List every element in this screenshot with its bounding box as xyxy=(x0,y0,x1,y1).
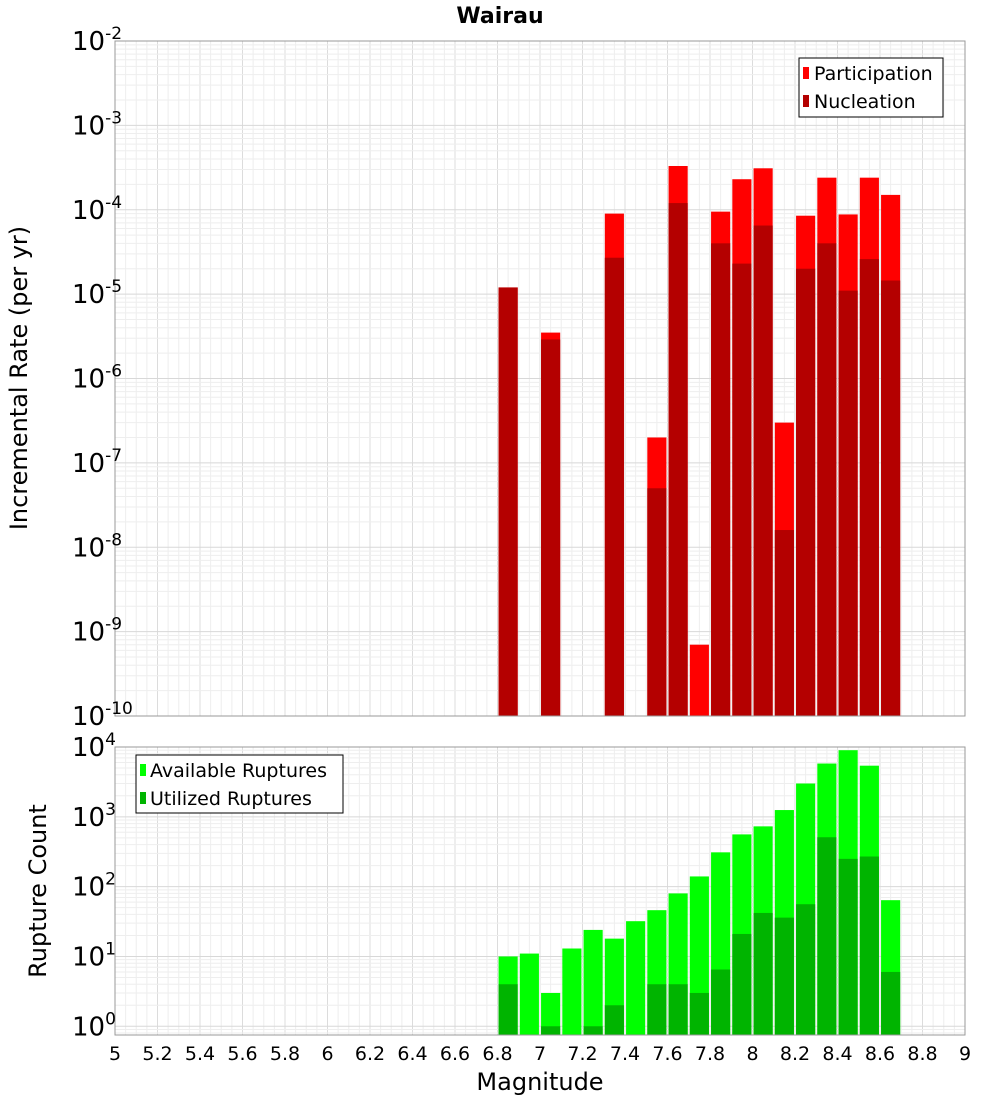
y-tick-label: 10-8 xyxy=(72,530,122,563)
bar-utilized-ruptures xyxy=(541,1026,561,1035)
bar-utilized-ruptures xyxy=(711,969,731,1035)
y-ticks-bottom: 100 101 102 103 104 xyxy=(72,730,116,1042)
y-axis-label-top: Incremental Rate (per yr) xyxy=(5,226,33,530)
bar-available-ruptures xyxy=(583,929,603,1035)
bar-utilized-ruptures xyxy=(774,917,794,1035)
bar-available-ruptures xyxy=(541,992,561,1035)
legend-swatch-available xyxy=(140,764,146,776)
legend-bottom: Available Ruptures Utilized Ruptures xyxy=(135,754,344,814)
bar-utilized-ruptures xyxy=(604,1005,624,1035)
x-tick-label: 6 xyxy=(321,1043,333,1065)
legend-swatch-nucleation xyxy=(803,95,809,107)
x-tick-label: 5 xyxy=(109,1043,121,1065)
x-tick-label: 8.2 xyxy=(780,1043,810,1065)
bar-nucleation xyxy=(604,257,624,716)
y-tick-label: 10-5 xyxy=(72,277,122,310)
y-tick-label: 103 xyxy=(72,800,116,833)
bar-available-ruptures xyxy=(519,953,539,1035)
legend-swatch-utilized xyxy=(140,792,146,804)
x-axis-label: Magnitude xyxy=(476,1068,603,1096)
legend-label-nucleation: Nucleation xyxy=(814,91,916,113)
x-tick-label: 8.8 xyxy=(907,1043,937,1065)
bar-utilized-ruptures xyxy=(647,984,667,1035)
x-tick-label: 7.8 xyxy=(695,1043,725,1065)
y-tick-label: 10-3 xyxy=(72,108,122,141)
bar-utilized-ruptures xyxy=(796,904,816,1035)
x-tick-label: 7.4 xyxy=(610,1043,640,1065)
bar-utilized-ruptures xyxy=(668,984,688,1035)
x-tick-label: 7.6 xyxy=(652,1043,682,1065)
legend-label-utilized: Utilized Ruptures xyxy=(150,788,312,810)
bar-utilized-ruptures xyxy=(838,858,858,1035)
bar-utilized-ruptures xyxy=(583,1026,603,1035)
x-tick-label: 8 xyxy=(746,1043,758,1065)
bar-utilized-ruptures xyxy=(498,984,518,1035)
plot-frame-bottom xyxy=(114,746,966,1036)
chart-title: Wairau xyxy=(456,4,543,29)
bar-utilized-ruptures xyxy=(689,992,709,1035)
bar-nucleation xyxy=(647,488,667,716)
bar-nucleation xyxy=(753,225,773,716)
bar-nucleation xyxy=(711,243,731,717)
bar-available-ruptures xyxy=(626,921,646,1035)
x-tick-label: 7.2 xyxy=(567,1043,597,1065)
bar-available-ruptures xyxy=(562,948,582,1035)
x-tick-label: 6.4 xyxy=(397,1043,427,1065)
legend-swatch-participation xyxy=(803,67,809,79)
x-tick-label: 5.8 xyxy=(270,1043,300,1065)
bar-utilized-ruptures xyxy=(859,856,879,1035)
x-tick-label: 5.2 xyxy=(142,1043,172,1065)
x-tick-label: 5.6 xyxy=(227,1043,257,1065)
y-ticks-top: 10-10 10-9 10-8 10-7 10-6 10-5 10-4 10-3 10-2 xyxy=(72,24,133,732)
bar-nucleation xyxy=(838,290,858,716)
x-tick-label: 8.4 xyxy=(822,1043,852,1065)
x-tick-label: 8.6 xyxy=(865,1043,895,1065)
legend-label-available: Available Ruptures xyxy=(150,760,327,782)
y-tick-label: 10-7 xyxy=(72,446,122,479)
y-tick-label: 100 xyxy=(72,1009,116,1042)
bar-nucleation xyxy=(498,287,518,716)
legend-top-box xyxy=(798,57,944,118)
legend-bottom-box xyxy=(135,754,344,814)
x-tick-label: 6.6 xyxy=(440,1043,470,1065)
x-ticks: 5 5.2 5.4 5.6 5.8 6 6.2 6.4 6.6 6.8 7 7.2 7.4 7.6 7.8 8… xyxy=(109,1043,971,1065)
x-tick-label: 9 xyxy=(959,1043,971,1065)
bar-nucleation xyxy=(732,263,752,716)
y-tick-label: 10-2 xyxy=(72,24,122,57)
bars-bottom xyxy=(498,750,901,1035)
bar-participation xyxy=(689,644,709,716)
bars-top xyxy=(498,166,901,717)
bar-utilized-ruptures xyxy=(817,837,837,1035)
x-tick-label: 6.2 xyxy=(355,1043,385,1065)
y-tick-label: 10-6 xyxy=(72,362,122,395)
x-tick-label: 7 xyxy=(534,1043,546,1065)
bar-nucleation xyxy=(796,268,816,716)
x-tick-label: 6.8 xyxy=(482,1043,512,1065)
y-axis-label-bottom: Rupture Count xyxy=(24,804,52,978)
bar-nucleation xyxy=(881,280,901,716)
plot-frame-top xyxy=(114,40,966,717)
legend-top: Participation Nucleation xyxy=(798,57,944,118)
y-tick-label: 10-9 xyxy=(72,615,122,648)
x-tick-label: 5.4 xyxy=(185,1043,215,1065)
bar-utilized-ruptures xyxy=(753,912,773,1035)
bar-nucleation xyxy=(541,339,561,716)
bar-nucleation xyxy=(817,243,837,717)
y-tick-label: 10-10 xyxy=(72,699,133,732)
bar-utilized-ruptures xyxy=(732,933,752,1035)
bar-nucleation xyxy=(668,203,688,716)
bar-nucleation xyxy=(859,259,879,716)
y-tick-label: 104 xyxy=(72,730,116,763)
y-tick-label: 101 xyxy=(72,939,116,972)
bar-nucleation xyxy=(774,530,794,716)
legend-label-participation: Participation xyxy=(814,63,933,85)
y-tick-label: 10-4 xyxy=(72,193,122,226)
grid-top xyxy=(114,40,966,717)
y-tick-label: 102 xyxy=(72,870,116,903)
bar-utilized-ruptures xyxy=(881,971,901,1035)
